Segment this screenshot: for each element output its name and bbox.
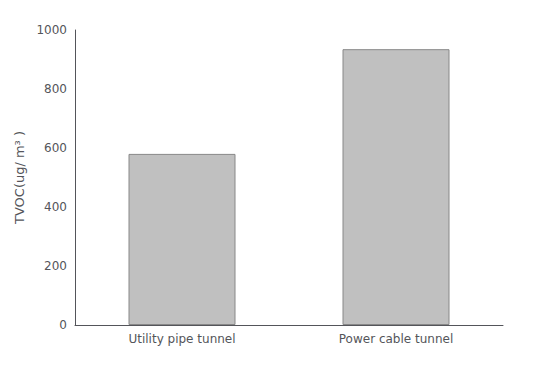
svg-text:600: 600 <box>44 141 67 155</box>
svg-text:200: 200 <box>44 259 67 273</box>
svg-text:TVOC(ug/ m³ ): TVOC(ug/ m³ ) <box>12 131 27 225</box>
svg-text:800: 800 <box>44 82 67 96</box>
svg-text:1000: 1000 <box>36 23 67 37</box>
svg-text:0: 0 <box>59 318 67 332</box>
svg-text:400: 400 <box>44 200 67 214</box>
svg-text:Utility pipe tunnel: Utility pipe tunnel <box>128 332 235 346</box>
svg-text:Power cable tunnel: Power cable tunnel <box>339 332 453 346</box>
